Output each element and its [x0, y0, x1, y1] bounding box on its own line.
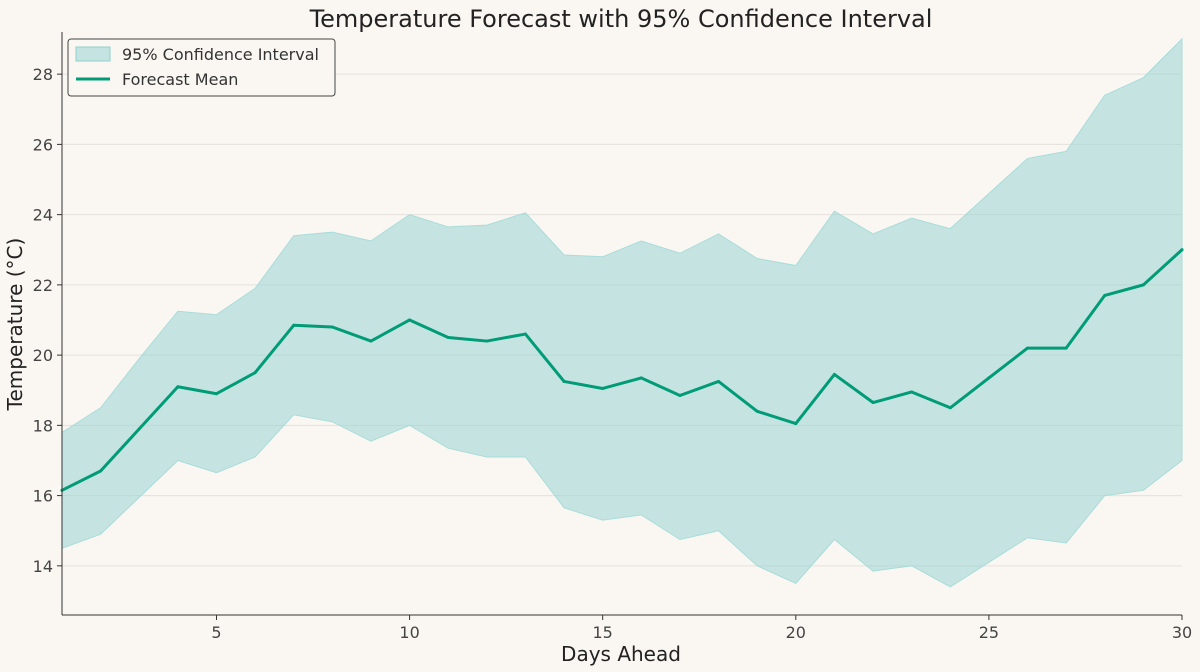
forecast-mean-point-day-8 — [330, 325, 334, 329]
x-tick-label-20: 20 — [786, 623, 806, 642]
forecast-mean-point-day-14 — [562, 379, 566, 383]
x-tick-label-10: 10 — [399, 623, 419, 642]
forecast-mean-point-day-4 — [176, 385, 180, 389]
confidence-interval-band — [61, 37, 1183, 588]
y-tick-label-20: 20 — [33, 346, 53, 365]
forecast-mean-point-day-6 — [253, 371, 257, 375]
x-tick-label-30: 30 — [1172, 623, 1192, 642]
ticks-layer: 5 10 15 20 25 30 14 16 18 20 22 24 26 28 — [33, 65, 1193, 642]
forecast-mean-point-day-16 — [639, 376, 643, 380]
forecast-mean-point-day-23 — [910, 390, 914, 394]
y-tick-label-14: 14 — [33, 557, 53, 576]
legend-swatch-confidence-interval — [75, 46, 111, 62]
y-axis-label: Temperature (°C) — [3, 238, 27, 412]
forecast-mean-point-day-27 — [1064, 346, 1068, 350]
forecast-mean-point-day-25 — [987, 376, 991, 380]
confidence-band-layer — [61, 37, 1183, 588]
forecast-mean-point-day-19 — [755, 409, 759, 413]
forecast-mean-point-day-18 — [717, 379, 721, 383]
legend-label-forecast-mean: Forecast Mean — [122, 70, 238, 89]
legend-label-confidence-interval: 95% Confidence Interval — [122, 45, 319, 64]
y-tick-label-22: 22 — [33, 276, 53, 295]
axes-layer — [61, 32, 1182, 616]
forecast-mean-point-day-29 — [1141, 283, 1145, 287]
x-tick-label-15: 15 — [593, 623, 613, 642]
forecast-mean-point-day-2 — [99, 469, 103, 473]
forecast-mean-point-day-26 — [1026, 346, 1030, 350]
chart-title: Temperature Forecast with 95% Confidence… — [309, 5, 933, 33]
forecast-mean-point-day-15 — [601, 386, 605, 390]
x-tick-label-25: 25 — [979, 623, 999, 642]
forecast-mean-point-day-3 — [137, 427, 141, 431]
forecast-mean-point-day-13 — [523, 332, 527, 336]
forecast-mean-point-day-30 — [1180, 248, 1184, 252]
x-axis-label: Days Ahead — [561, 642, 681, 666]
forecast-mean-point-day-28 — [1103, 293, 1107, 297]
y-tick-label-18: 18 — [33, 416, 53, 435]
forecast-mean-point-day-12 — [485, 339, 489, 343]
forecast-mean-point-day-11 — [446, 336, 450, 340]
legend-box — [67, 38, 336, 97]
x-tick-label-5: 5 — [211, 623, 221, 642]
forecast-mean-point-day-5 — [214, 392, 218, 396]
y-tick-label-28: 28 — [33, 65, 53, 84]
forecast-mean-point-day-22 — [871, 401, 875, 405]
forecast-mean-point-day-24 — [948, 406, 952, 410]
forecast-mean-point-day-21 — [832, 372, 836, 376]
forecast-mean-point-day-9 — [369, 339, 373, 343]
y-tick-label-24: 24 — [33, 206, 53, 225]
forecast-mean-point-day-10 — [408, 318, 412, 322]
y-tick-label-16: 16 — [33, 487, 53, 506]
forecast-mean-point-day-7 — [292, 323, 296, 327]
legend: 95% Confidence Interval Forecast Mean — [67, 38, 336, 97]
forecast-mean-line — [60, 248, 1184, 492]
forecast-mean-point-day-20 — [794, 422, 798, 426]
forecast-mean-point-day-17 — [678, 393, 682, 397]
y-tick-label-26: 26 — [33, 135, 53, 154]
